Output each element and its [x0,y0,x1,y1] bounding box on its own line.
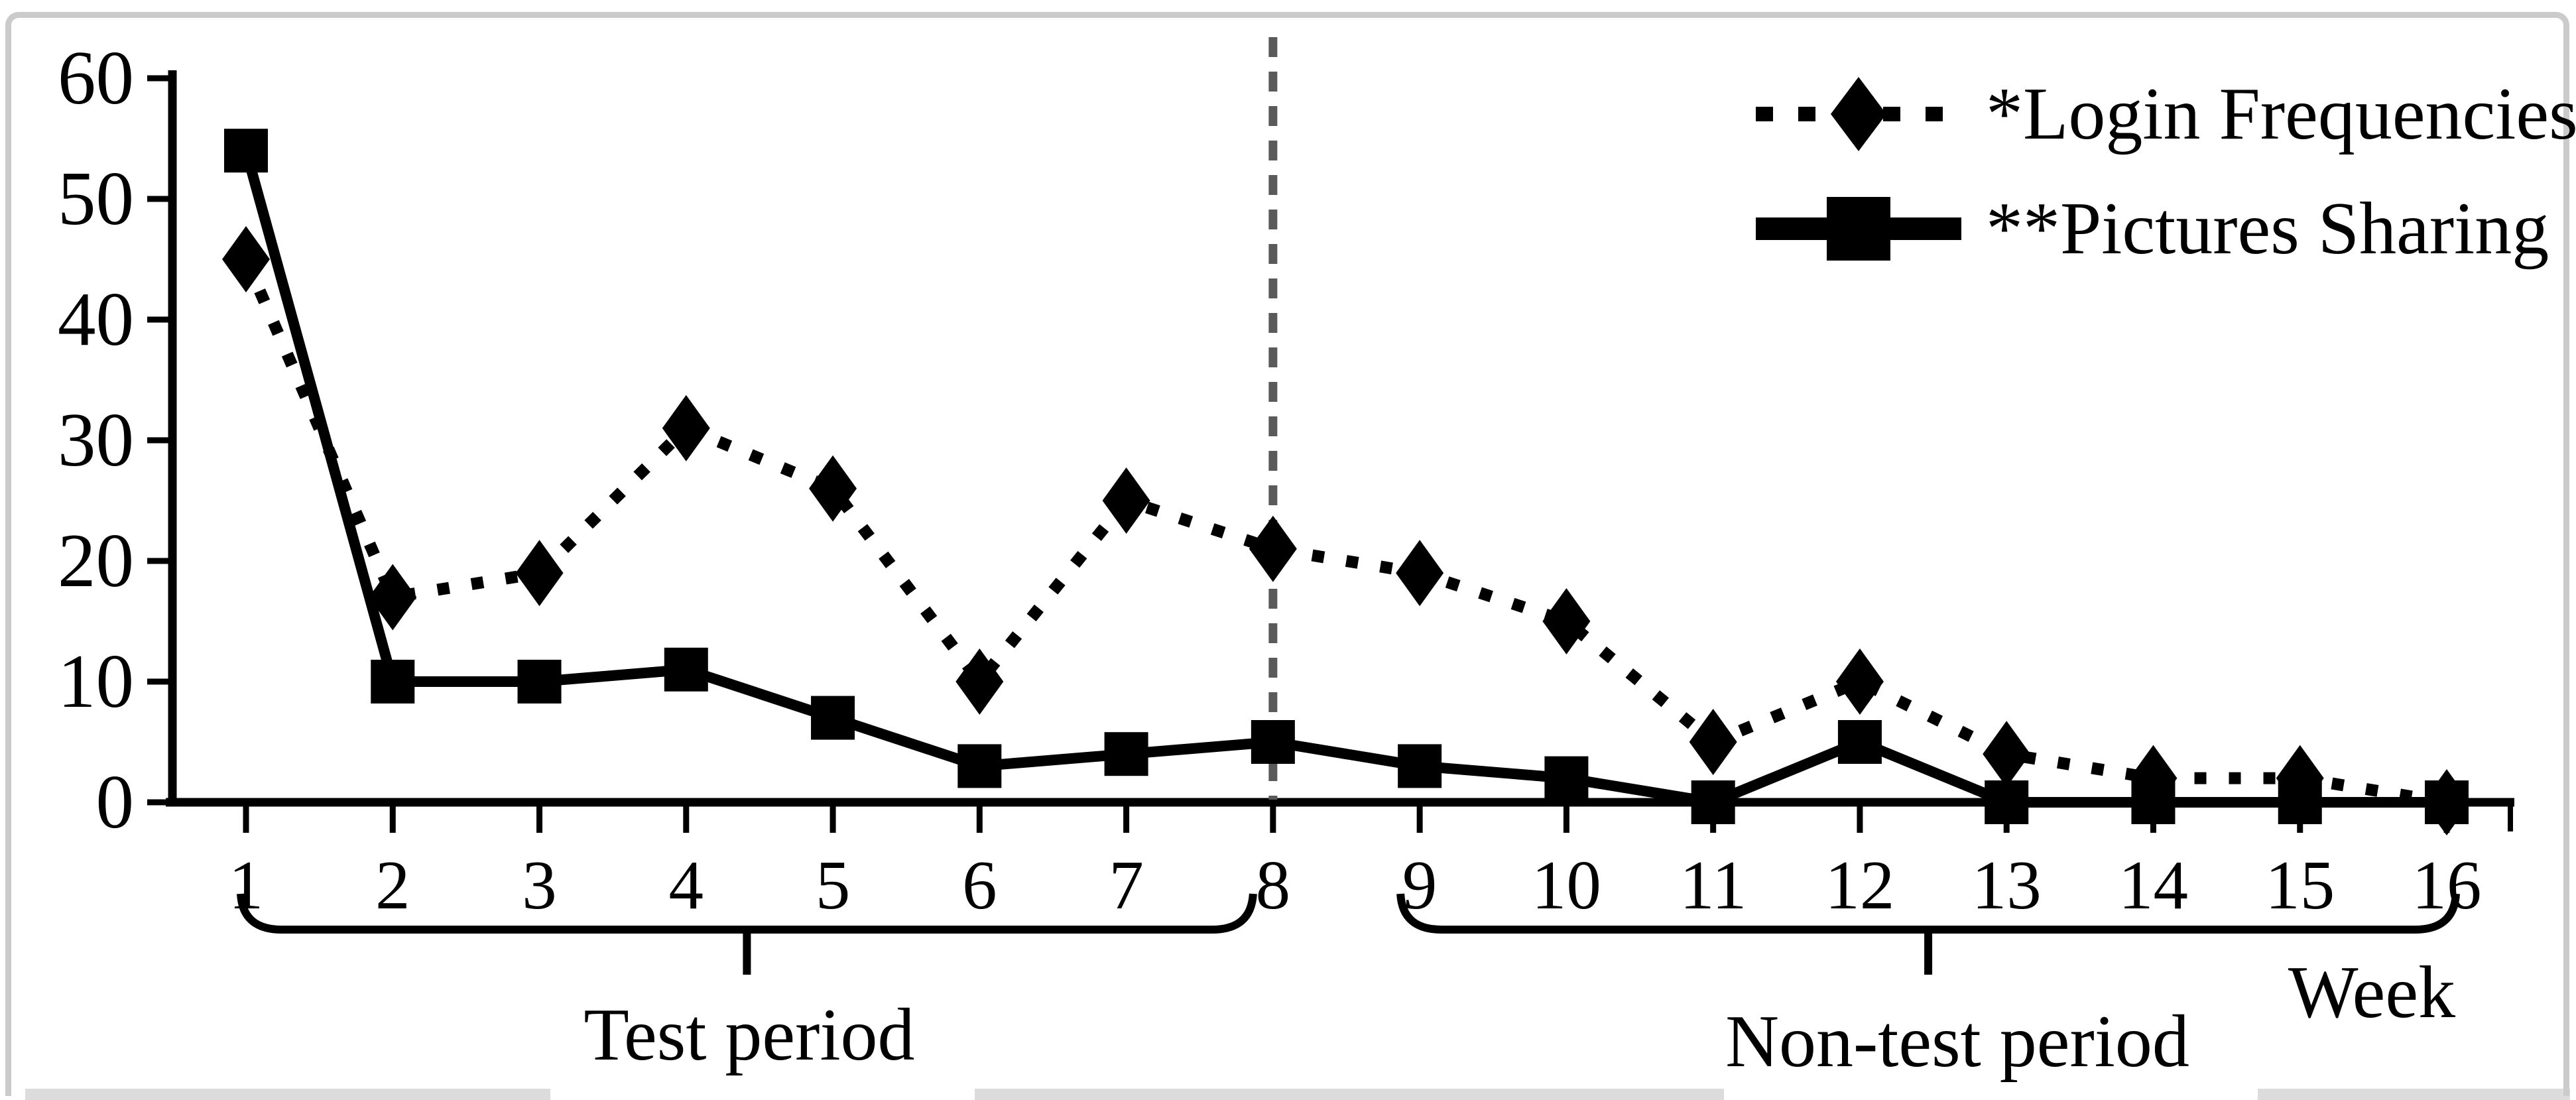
x-tick-label: 7 [1109,846,1144,924]
login-frequencies-marker [1689,709,1737,775]
non-test-period-label: Non-test period [1725,1001,2189,1083]
legend-entry-login-frequencies: *Login Frequencies [1986,73,2576,155]
pictures-sharing-marker [1251,720,1295,764]
y-tick-label: 10 [58,639,134,723]
pictures-sharing-marker [2131,780,2176,824]
test-period-label: Test period [583,994,915,1076]
login-frequencies-marker [1542,588,1591,654]
x-tick-label: 13 [1972,846,2042,924]
login-frequencies-marker [662,395,710,461]
login-frequencies-marker [1249,515,1297,582]
x-tick-label: 15 [2265,846,2335,924]
pictures-sharing-marker [2425,780,2469,824]
x-tick-label: 3 [522,846,557,924]
pictures-sharing-marker [1985,780,2029,824]
x-tick-label: 12 [1825,846,1894,924]
login-frequencies-marker [1102,467,1150,534]
pictures-sharing-marker [517,660,562,703]
x-tick-label: 14 [2118,846,2188,924]
login-frequencies-marker [369,564,417,631]
x-tick-label: 16 [2412,846,2482,924]
login-frequencies-marker [809,455,857,522]
x-axis-title: Week [2288,951,2456,1034]
login-frequencies-marker [1835,648,1884,715]
login-frequencies-line [240,257,2448,808]
y-tick-label: 20 [58,519,134,603]
y-tick-label: 50 [58,156,134,241]
login-frequencies-marker [1396,540,1444,607]
bottom-artifact-bar [2258,1089,2570,1100]
x-tick-label: 6 [962,846,997,924]
y-tick-label: 60 [58,36,134,120]
login-frequencies-marker [515,540,564,607]
pictures-sharing-marker [1837,720,1882,764]
legend-entry-pictures-sharing: **Pictures Sharing [1986,188,2549,270]
pictures-sharing-marker [1544,756,1589,800]
x-tick-label: 4 [669,846,704,924]
bottom-artifact-bar [975,1089,1724,1100]
y-tick-label: 40 [58,277,134,361]
x-tick-label: 10 [1532,846,1601,924]
legend-diamond-marker-icon [1831,77,1886,151]
pictures-sharing-marker [2278,780,2322,824]
pictures-sharing-marker [811,696,855,740]
x-tick-label: 5 [816,846,851,924]
x-tick-label: 2 [375,846,410,924]
pictures-sharing-line [241,149,2447,808]
pictures-sharing-marker [371,660,415,703]
legend-square-marker-icon [1827,197,1890,261]
x-tick-label: 11 [1680,846,1747,924]
pictures-sharing-marker [1398,744,1442,788]
pictures-sharing-marker [1691,780,1735,824]
bottom-artifact-bar [25,1089,550,1100]
pictures-sharing-marker [224,129,268,173]
y-tick-label: 30 [58,398,134,482]
pictures-sharing-marker [1104,732,1148,776]
y-tick-label: 0 [96,760,135,844]
pictures-sharing-marker [957,744,1002,788]
login-frequencies-marker [955,648,1004,715]
pictures-sharing-marker [664,647,708,692]
x-tick-label: 8 [1256,846,1291,924]
login-frequencies-marker [222,226,270,292]
login-frequencies-marker [1983,721,2031,788]
